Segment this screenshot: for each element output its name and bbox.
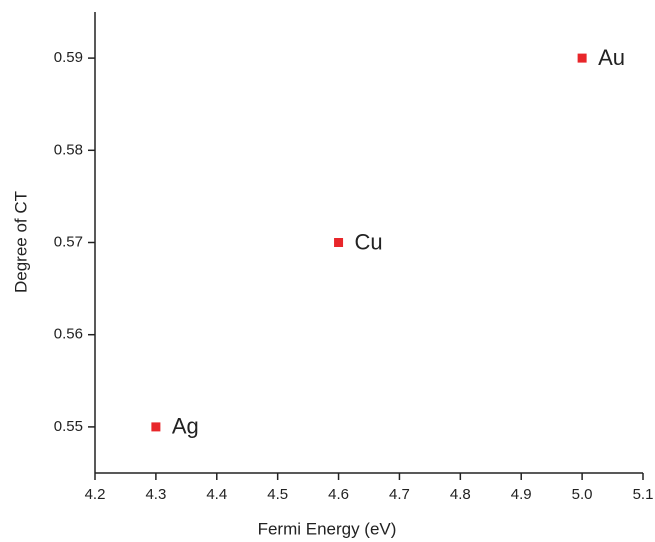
x-axis-label: Fermi Energy (eV) xyxy=(258,519,397,538)
point xyxy=(151,422,161,432)
x-tick-label: 4.5 xyxy=(267,486,288,503)
y-axis-label: Degree of CT xyxy=(11,191,30,293)
y-tick-label: 0.56 xyxy=(54,326,83,343)
x-tick-label: 4.9 xyxy=(511,486,532,503)
x-tick-label: 5.1 xyxy=(633,486,654,503)
point xyxy=(334,238,344,247)
y-tick-label: 0.59 xyxy=(54,49,83,66)
x-tick-label: 4.3 xyxy=(145,486,166,503)
x-tick-label: 4.2 xyxy=(85,486,106,503)
x-tick-label: 4.8 xyxy=(450,486,471,503)
point-label: Cu xyxy=(355,229,383,254)
point-label: Au xyxy=(598,45,625,70)
point xyxy=(577,53,587,63)
y-tick-label: 0.55 xyxy=(54,418,83,435)
x-tick-label: 4.6 xyxy=(328,486,349,503)
y-tick-label: 0.58 xyxy=(54,141,83,158)
point-label: Ag xyxy=(172,414,199,439)
y-tick-label: 0.57 xyxy=(54,233,83,250)
x-tick-label: 4.7 xyxy=(389,486,410,503)
x-tick-label: 5.0 xyxy=(572,486,593,503)
x-tick-label: 4.4 xyxy=(206,486,227,503)
